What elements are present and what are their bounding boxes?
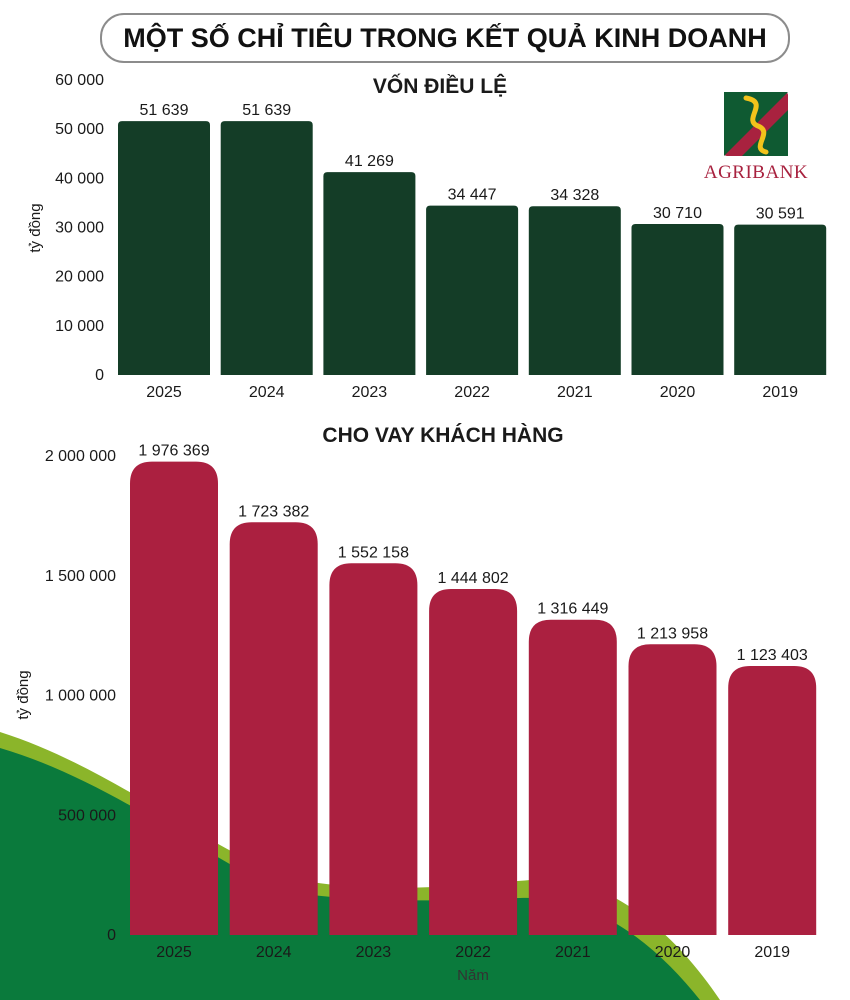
bar [528,206,621,375]
y-tick-label: 1 500 000 [45,568,116,585]
x-tick-label: 2019 [754,944,790,961]
chart-title: CHO VAY KHÁCH HÀNG [322,424,563,447]
bar-value-label: 41 269 [345,153,394,170]
chart-customer-loans-svg: CHO VAY KHÁCH HÀNG 0 500 000 1 000 000 1 500… [15,424,817,984]
bar [429,588,518,935]
y-tick-label: 1 000 000 [45,688,116,705]
x-tick-label: 2023 [352,384,388,401]
y-tick-label: 0 [95,367,104,384]
bar [130,461,218,935]
bar [426,205,519,375]
agribank-logo-text: AGRIBANK [703,162,809,183]
y-tick-label: 60 000 [55,72,104,89]
bar-value-label: 34 447 [448,187,497,204]
x-tick-label: 2024 [249,384,285,401]
x-tick-label: 2024 [256,944,292,961]
bar-value-label: 1 552 158 [338,544,409,561]
bar-value-label: 30 591 [756,206,805,223]
chart-charter-capital: VỐN ĐIỀU LỆ 0 10 000 20 000 30 000 40 000 50 0… [0,60,850,410]
bar [229,522,318,935]
bar [329,563,418,935]
bar [528,619,617,935]
x-axis-label: Năm [457,967,489,984]
bar [734,224,827,375]
x-tick-label: 2021 [557,384,593,401]
y-tick-label: 2 000 000 [45,448,116,465]
y-tick-label: 10 000 [55,318,104,335]
x-tick-label: 2020 [655,944,691,961]
y-axis-label: tỷ đồng [15,670,32,719]
x-tick-label: 2021 [555,944,591,961]
x-tick-label: 2023 [356,944,392,961]
bar [728,665,817,935]
agribank-logo-icon [724,92,788,156]
x-tick-label: 2022 [454,384,490,401]
page-title: MỘT SỐ CHỈ TIÊU TRONG KẾT QUẢ KINH DOANH [100,13,790,63]
bar-value-label: 1 723 382 [238,503,309,520]
x-tick-label: 2025 [146,384,182,401]
bar-value-label: 1 444 802 [438,570,509,587]
background-hill-green [0,748,700,1000]
y-tick-label: 40 000 [55,170,104,187]
agribank-logo: AGRIBANK [694,92,818,188]
bar-value-label: 34 328 [550,187,599,204]
chart-customer-loans: CHO VAY KHÁCH HÀNG 0 500 000 1 000 000 1 500… [0,410,850,1000]
bar [220,121,313,375]
bar-value-label: 51 639 [140,102,189,119]
bar [631,224,724,375]
bar-value-label: 1 316 449 [537,601,608,618]
x-tick-label: 2019 [762,384,798,401]
y-tick-label: 20 000 [55,269,104,286]
x-tick-label: 2020 [660,384,696,401]
bar [323,172,416,375]
x-tick-label: 2025 [156,944,192,961]
x-tick-label: 2022 [455,944,491,961]
y-tick-label: 30 000 [55,220,104,237]
bar-value-label: 51 639 [242,102,291,119]
chart-charter-capital-svg: VỐN ĐIỀU LỆ 0 10 000 20 000 30 000 40 000 50 0… [27,72,827,401]
bar-value-label: 1 976 369 [138,443,209,460]
y-tick-label: 50 000 [55,121,104,138]
bar [628,644,717,935]
chart-title: VỐN ĐIỀU LỆ [373,74,507,98]
bar-value-label: 1 123 403 [737,647,808,664]
y-axis-label: tỷ đồng [27,203,44,252]
bar [118,121,210,375]
y-tick-label: 0 [107,927,116,944]
bar-value-label: 30 710 [653,205,702,222]
bar-value-label: 1 213 958 [637,625,708,642]
y-tick-label: 500 000 [58,807,116,824]
